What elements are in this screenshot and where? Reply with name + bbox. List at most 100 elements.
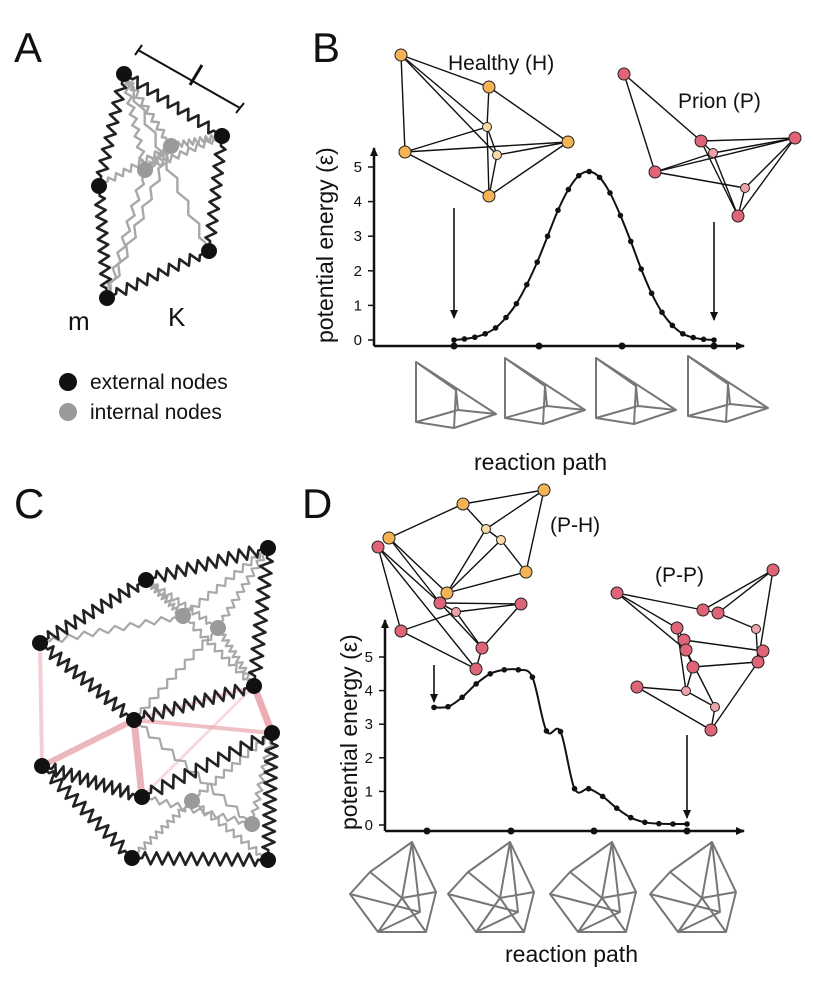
- healthy-state-label: Healthy (H): [448, 52, 554, 75]
- structure-edge: [488, 86, 569, 143]
- path-marker: [618, 342, 626, 350]
- structure-edge: [692, 661, 759, 668]
- y-tick-label: 4: [354, 194, 362, 211]
- structure-edge: [654, 152, 714, 173]
- external-node: [32, 635, 48, 651]
- interaction-bond: [38, 641, 44, 768]
- structure-edge: [717, 569, 774, 614]
- prion-node: [740, 183, 750, 193]
- path-marker: [683, 827, 691, 835]
- data-point: [459, 694, 465, 701]
- internal-spring: [144, 134, 223, 172]
- data-point: [659, 309, 665, 316]
- external-spring: [133, 683, 255, 723]
- external-spring: [261, 732, 279, 861]
- reaction-structure: [549, 841, 637, 933]
- interaction-bond: [130, 716, 146, 801]
- data-point: [700, 336, 707, 343]
- chart-d-xlabel: reaction path: [505, 941, 638, 967]
- data-point: [656, 820, 662, 827]
- external-node: [201, 243, 217, 259]
- data-point: [445, 703, 451, 710]
- structure-edge: [525, 489, 545, 573]
- y-tick-label: 5: [354, 159, 362, 176]
- external-node: [246, 678, 262, 694]
- path-marker: [535, 342, 543, 350]
- structure-edge: [496, 141, 569, 156]
- internal-node: [175, 608, 191, 624]
- data-point: [586, 168, 592, 175]
- interaction-bond: [140, 684, 256, 799]
- external-node: [260, 540, 276, 556]
- structure-edge: [377, 546, 402, 632]
- external-spring: [94, 185, 112, 299]
- structure-edge: [500, 539, 527, 573]
- data-point: [534, 259, 540, 265]
- chart-b-ylabel: potential energy (ε): [312, 147, 338, 343]
- external-node: [138, 572, 154, 588]
- structure-edge: [486, 126, 490, 197]
- data-point: [501, 666, 508, 673]
- structure-edge: [683, 639, 764, 652]
- pp-structure: [610, 563, 780, 737]
- panel-b: B Healthy (H) Prion (P) 0 1 2 3 4 5 reaction …: [312, 24, 802, 475]
- pp-node: [710, 702, 720, 712]
- structure-edge: [616, 592, 687, 651]
- reaction-structure: [349, 841, 437, 933]
- path-marker: [450, 342, 458, 350]
- data-point: [544, 233, 551, 239]
- reaction-structure: [447, 841, 535, 933]
- healthy-node: [482, 80, 496, 94]
- structure-edge: [400, 54, 488, 128]
- prion-node: [708, 148, 718, 158]
- external-node: [99, 290, 115, 306]
- healthy-node: [492, 150, 502, 160]
- panel-a-label: A: [14, 24, 42, 71]
- mass-label: m: [68, 306, 90, 336]
- structure-edge: [446, 539, 502, 594]
- prion-node: [648, 165, 662, 179]
- internal-spring: [145, 579, 184, 617]
- energy-chart-b: 0 1 2 3 4 5: [354, 147, 745, 350]
- structure-edge: [710, 661, 759, 731]
- internal-spring: [250, 732, 274, 825]
- external-spring: [39, 578, 147, 645]
- path-marker: [423, 827, 431, 835]
- ph-node: [481, 524, 491, 534]
- structure-edge: [623, 73, 656, 173]
- external-node: [264, 725, 280, 741]
- external-spring: [123, 72, 223, 138]
- external-spring: [41, 765, 133, 859]
- pp-node: [696, 603, 710, 617]
- structure-edge: [702, 569, 774, 611]
- y-tick-label: 4: [365, 683, 373, 700]
- internal-spring: [191, 732, 273, 802]
- data-point: [585, 785, 592, 792]
- prion-node: [694, 134, 708, 148]
- data-point: [613, 805, 620, 811]
- data-point: [648, 290, 655, 297]
- path-marker: [710, 342, 718, 350]
- internal-node-legend-icon: [59, 403, 77, 421]
- external-node: [126, 712, 142, 728]
- pp-node: [711, 606, 725, 620]
- prion-state-label: Prion (P): [678, 90, 761, 113]
- structure-edge: [377, 546, 441, 604]
- structure-edge: [400, 54, 490, 88]
- internal-spring: [170, 133, 223, 149]
- structure-edge: [404, 151, 490, 197]
- pp-node: [679, 643, 693, 657]
- panel-c: C: [14, 480, 280, 868]
- ph-node: [519, 565, 533, 579]
- pp-node: [681, 686, 691, 696]
- prion-node: [788, 131, 802, 145]
- chart-d-ylabel: potential energy (ε): [336, 634, 362, 830]
- data-point: [557, 728, 564, 735]
- structure-edge: [488, 154, 498, 197]
- healthy-node: [482, 189, 496, 203]
- external-node: [214, 128, 230, 144]
- reaction-structure: [504, 357, 586, 425]
- data-point: [487, 671, 494, 677]
- y-tick-label: 1: [365, 783, 373, 800]
